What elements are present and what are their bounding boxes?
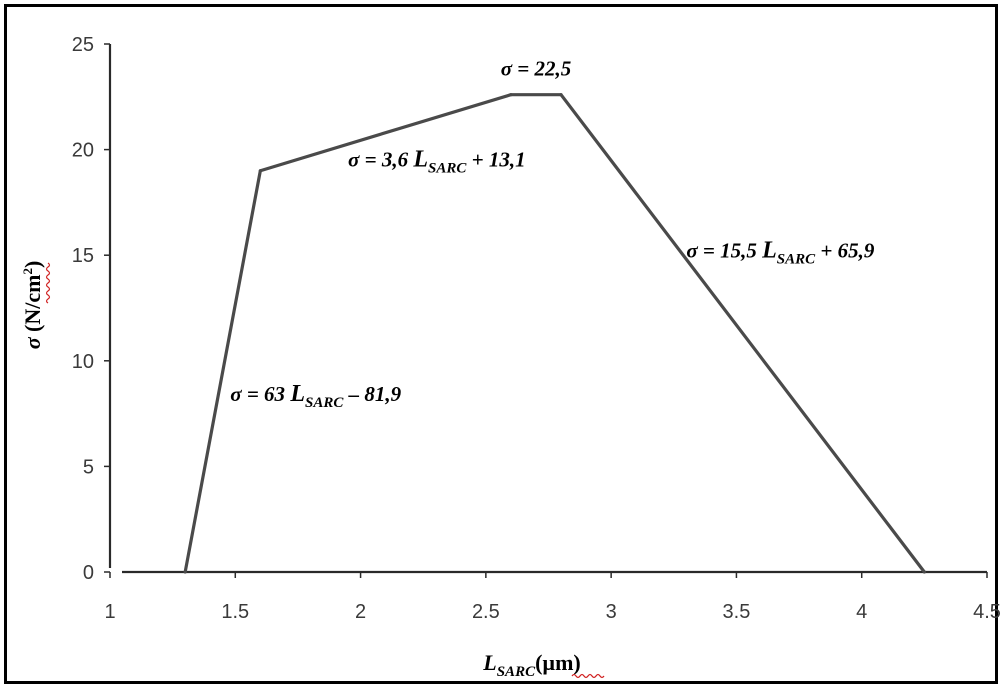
y-tick-label: 5 xyxy=(83,456,94,478)
x-tick-label: 3.5 xyxy=(723,601,751,623)
data-point xyxy=(559,93,563,97)
data-point xyxy=(509,93,513,97)
y-tick-label: 15 xyxy=(72,245,94,267)
y-tick-label: 25 xyxy=(72,34,94,56)
y-axis-label: σ (N/cm2) xyxy=(20,261,45,350)
annotation-left: σ = 63 LSARC – 81,9 xyxy=(230,381,401,411)
annotations: σ = 22,5 σ = 3,6 LSARC + 13,1 σ = 15,5 LSA… xyxy=(230,57,875,411)
x-tick-label: 1.5 xyxy=(221,601,249,623)
x-tick-label: 4 xyxy=(856,601,867,623)
chart-frame xyxy=(4,4,998,684)
x-tick-labels: 1 1.5 2 2.5 3 3.5 4 4.5 xyxy=(104,601,1000,623)
y-tick-label: 0 xyxy=(83,562,94,584)
x-tick-label: 3 xyxy=(606,601,617,623)
y-tick-label: 10 xyxy=(72,351,94,373)
annotation-plateau: σ = 22,5 xyxy=(501,57,572,81)
data-point xyxy=(183,570,187,574)
x-tick-label: 1 xyxy=(104,601,115,623)
annotation-mid: σ = 3,6 LSARC + 13,1 xyxy=(348,146,526,176)
data-points xyxy=(183,93,926,574)
data-point xyxy=(258,169,262,173)
annotation-right: σ = 15,5 LSARC + 65,9 xyxy=(686,237,875,267)
x-tick-label: 4.5 xyxy=(973,601,1001,623)
spellcheck-underline xyxy=(571,673,605,679)
axes xyxy=(104,43,988,578)
series-line xyxy=(183,93,926,573)
y-tick-label: 20 xyxy=(72,140,94,162)
y-tick-labels: 0 5 10 15 20 25 xyxy=(72,34,94,584)
x-tick-label: 2.5 xyxy=(472,601,500,623)
x-axis-label: LSARC(µm) xyxy=(482,650,580,680)
x-tick-label: 2 xyxy=(355,601,366,623)
data-point xyxy=(922,570,926,574)
